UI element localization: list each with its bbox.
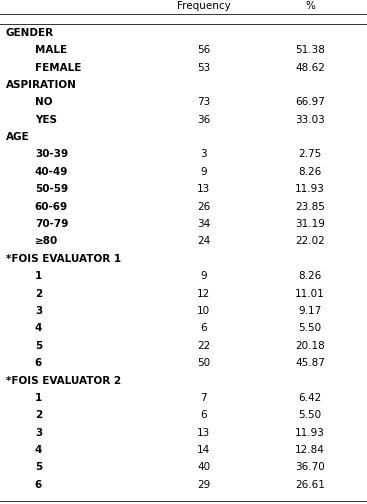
- Text: 12: 12: [197, 289, 210, 298]
- Text: %: %: [305, 1, 315, 11]
- Text: 6: 6: [35, 358, 42, 368]
- Text: 53: 53: [197, 62, 210, 73]
- Text: 31.19: 31.19: [295, 219, 325, 229]
- Text: FEMALE: FEMALE: [35, 62, 81, 73]
- Text: 5.50: 5.50: [298, 324, 322, 333]
- Text: 29: 29: [197, 480, 210, 490]
- Text: 60-69: 60-69: [35, 202, 68, 212]
- Text: YES: YES: [35, 115, 57, 124]
- Text: 3: 3: [35, 428, 42, 437]
- Text: 20.18: 20.18: [295, 341, 325, 351]
- Text: 33.03: 33.03: [295, 115, 325, 124]
- Text: 26: 26: [197, 202, 210, 212]
- Text: Frequency: Frequency: [177, 1, 230, 11]
- Text: 9: 9: [200, 167, 207, 177]
- Text: 13: 13: [197, 428, 210, 437]
- Text: 50-59: 50-59: [35, 184, 68, 194]
- Text: 1: 1: [35, 271, 42, 281]
- Text: 1: 1: [35, 393, 42, 403]
- Text: 8.26: 8.26: [298, 167, 322, 177]
- Text: 66.97: 66.97: [295, 97, 325, 107]
- Text: 12.84: 12.84: [295, 445, 325, 455]
- Text: 23.85: 23.85: [295, 202, 325, 212]
- Text: 11.93: 11.93: [295, 184, 325, 194]
- Text: 45.87: 45.87: [295, 358, 325, 368]
- Text: GENDER: GENDER: [6, 28, 54, 38]
- Text: 11.01: 11.01: [295, 289, 325, 298]
- Text: ASPIRATION: ASPIRATION: [6, 80, 76, 90]
- Text: 70-79: 70-79: [35, 219, 68, 229]
- Text: 4: 4: [35, 445, 42, 455]
- Text: 13: 13: [197, 184, 210, 194]
- Text: 5: 5: [35, 463, 42, 472]
- Text: *FOIS EVALUATOR 2: *FOIS EVALUATOR 2: [6, 375, 121, 386]
- Text: 24: 24: [197, 236, 210, 246]
- Text: 11.93: 11.93: [295, 428, 325, 437]
- Text: AGE: AGE: [6, 132, 29, 142]
- Text: 36: 36: [197, 115, 210, 124]
- Text: 14: 14: [197, 445, 210, 455]
- Text: 26.61: 26.61: [295, 480, 325, 490]
- Text: 5: 5: [35, 341, 42, 351]
- Text: 40-49: 40-49: [35, 167, 68, 177]
- Text: 3: 3: [35, 306, 42, 316]
- Text: 9: 9: [200, 271, 207, 281]
- Text: 7: 7: [200, 393, 207, 403]
- Text: 34: 34: [197, 219, 210, 229]
- Text: 9.17: 9.17: [298, 306, 322, 316]
- Text: 22: 22: [197, 341, 210, 351]
- Text: NO: NO: [35, 97, 52, 107]
- Text: 48.62: 48.62: [295, 62, 325, 73]
- Text: MALE: MALE: [35, 45, 67, 55]
- Text: 2: 2: [35, 289, 42, 298]
- Text: 6.42: 6.42: [298, 393, 322, 403]
- Text: 40: 40: [197, 463, 210, 472]
- Text: 5.50: 5.50: [298, 410, 322, 420]
- Text: 50: 50: [197, 358, 210, 368]
- Text: 73: 73: [197, 97, 210, 107]
- Text: 2.75: 2.75: [298, 150, 322, 159]
- Text: 22.02: 22.02: [295, 236, 325, 246]
- Text: 36.70: 36.70: [295, 463, 325, 472]
- Text: 10: 10: [197, 306, 210, 316]
- Text: *FOIS EVALUATOR 1: *FOIS EVALUATOR 1: [6, 254, 121, 264]
- Text: 6: 6: [200, 324, 207, 333]
- Text: 30-39: 30-39: [35, 150, 68, 159]
- Text: 3: 3: [200, 150, 207, 159]
- Text: 4: 4: [35, 324, 42, 333]
- Text: 56: 56: [197, 45, 210, 55]
- Text: ≥80: ≥80: [35, 236, 58, 246]
- Text: 51.38: 51.38: [295, 45, 325, 55]
- Text: 2: 2: [35, 410, 42, 420]
- Text: 8.26: 8.26: [298, 271, 322, 281]
- Text: 6: 6: [35, 480, 42, 490]
- Text: 6: 6: [200, 410, 207, 420]
